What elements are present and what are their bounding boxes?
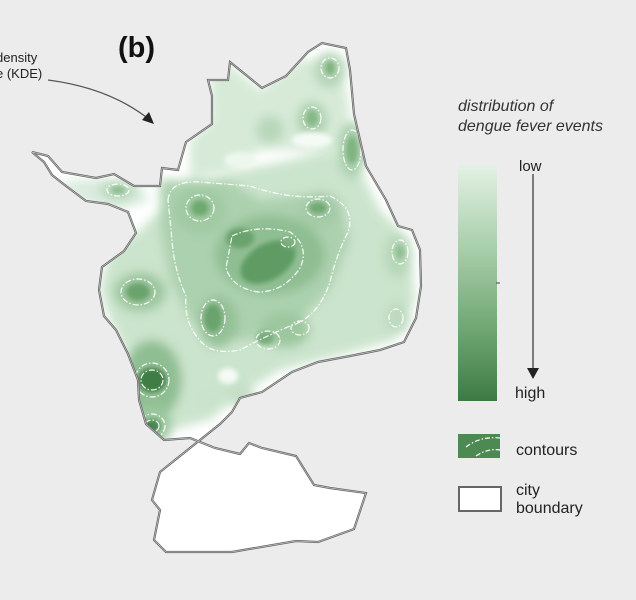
legend-color-ramp [458, 165, 497, 401]
kde-arrow [47, 79, 151, 121]
legend-city-boundary-label-line2: boundary [516, 500, 583, 517]
kde-annotation-line2: e (KDE) [0, 66, 43, 81]
kde-arrow-head [142, 112, 154, 124]
legend-title-line1: distribution of [458, 98, 554, 115]
legend-high-label: high [515, 385, 546, 402]
legend-low-label: low [519, 158, 542, 175]
legend-title-line2: dengue fever events [458, 118, 603, 135]
panel-label: (b) [118, 32, 156, 64]
legend-direction-arrowhead [527, 368, 539, 379]
legend-contours-swatch [458, 434, 501, 458]
legend-city-boundary-label-line1: city [516, 482, 540, 499]
legend-contours-label: contours [516, 442, 578, 459]
kde-annotation-line1: density [0, 50, 38, 65]
legend-city-boundary-swatch [458, 486, 502, 512]
